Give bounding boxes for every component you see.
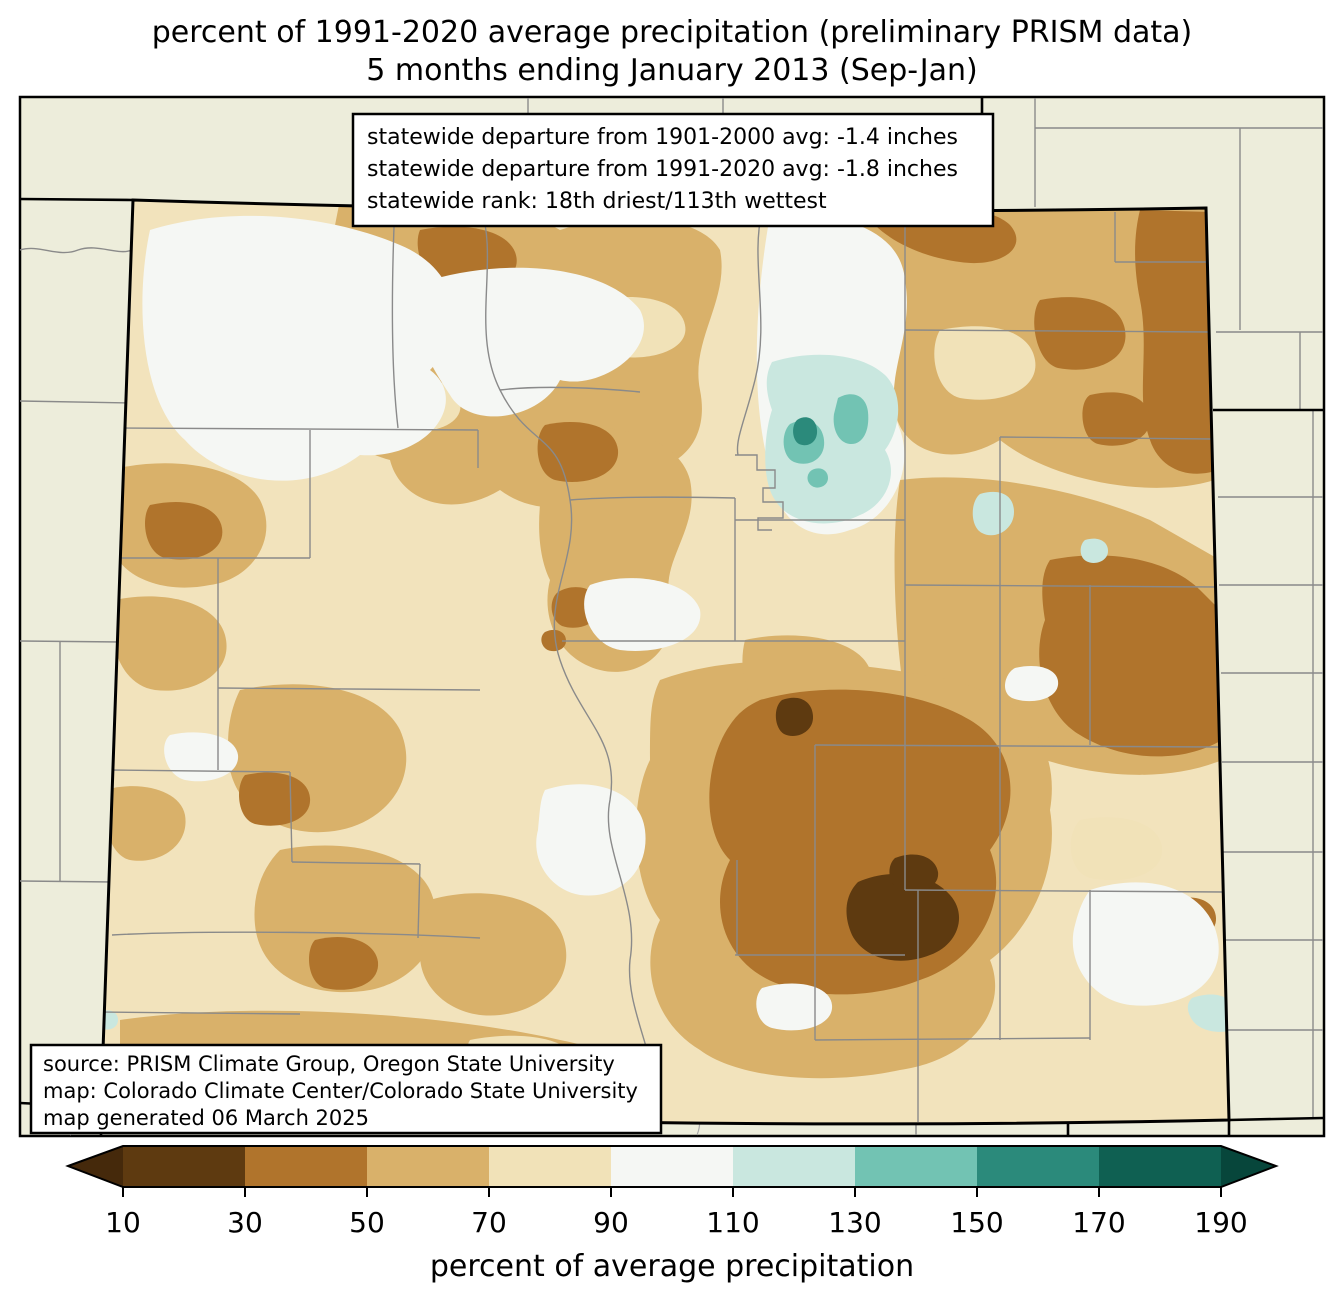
colorbar-tick-190: 190: [1194, 1206, 1247, 1239]
colorbar-tick-130: 130: [828, 1206, 881, 1239]
source-line3: map generated 06 March 2025: [43, 1106, 369, 1130]
colorbar-ticks: [122, 1187, 1222, 1197]
stats-box: statewide departure from 1901-2000 avg: …: [351, 112, 995, 228]
colorado-county-lines: [101, 201, 1225, 1122]
colorbar-seg-110-130: [733, 1146, 855, 1187]
colorbar-seg-150-170: [977, 1146, 1099, 1187]
colorbar-tick-170: 170: [1072, 1206, 1125, 1239]
colorbar-axis-label: percent of average precipitation: [430, 1249, 914, 1284]
stats-line1: statewide departure from 1901-2000 avg: …: [367, 125, 958, 150]
colorbar-over-arrow: [1221, 1146, 1276, 1187]
stats-line2: statewide departure from 1991-2020 avg: …: [367, 157, 958, 182]
colorbar-tick-30: 30: [227, 1206, 263, 1239]
colorbar-under-arrow: [68, 1146, 123, 1187]
colorbar-tick-70: 70: [471, 1206, 507, 1239]
stats-line3: statewide rank: 18th driest/113th wettes…: [367, 189, 827, 214]
source-line2: map: Colorado Climate Center/Colorado St…: [43, 1079, 638, 1103]
colorbar-tick-110: 110: [706, 1206, 759, 1239]
colorbar-seg-10-30: [123, 1146, 245, 1187]
colorbar-seg-50-70: [367, 1146, 489, 1187]
figure-title-line2: 5 months ending January 2013 (Sep-Jan): [366, 53, 977, 88]
source-box: source: PRISM Climate Group, Oregon Stat…: [29, 1043, 663, 1135]
colorbar-seg-90-110: [611, 1146, 733, 1187]
figure-title-line1: percent of 1991-2020 average precipitati…: [152, 15, 1192, 50]
colorbar-seg-30-50: [245, 1146, 367, 1187]
source-line1: source: PRISM Climate Group, Oregon Stat…: [43, 1052, 615, 1076]
colorbar-seg-70-90: [489, 1146, 611, 1187]
colorbar-tick-150: 150: [950, 1206, 1003, 1239]
colorbar-tick-90: 90: [593, 1206, 629, 1239]
fill-class-150-170: [793, 417, 818, 446]
colorbar-tick-10: 10: [105, 1206, 141, 1239]
fill-class-10-30: [775, 697, 960, 961]
colorbar-tick-50: 50: [349, 1206, 385, 1239]
colorbar-seg-170-190: [1099, 1146, 1221, 1187]
colorbar-seg-130-150: [855, 1146, 977, 1187]
colorbar: 10 30 50 70 90 110 130 150 170 190 perce…: [65, 1145, 1279, 1284]
